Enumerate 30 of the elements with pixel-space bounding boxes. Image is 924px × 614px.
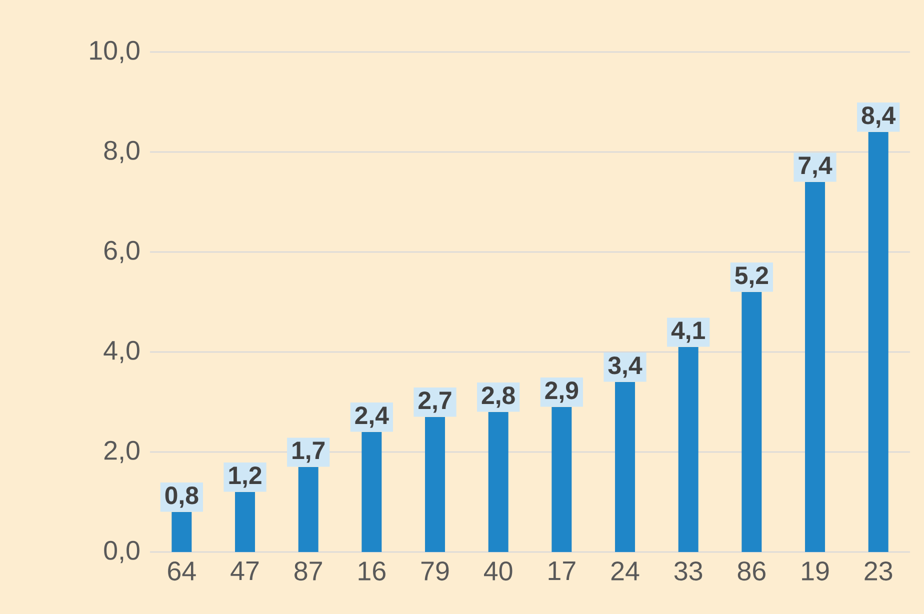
x-tick-label: 64 <box>168 562 196 581</box>
data-label: 2,4 <box>355 406 389 428</box>
data-label: 3,4 <box>608 356 642 378</box>
x-tick-label: 19 <box>802 562 829 581</box>
data-label: 2,8 <box>482 386 515 408</box>
data-label: 5,2 <box>735 266 768 288</box>
x-tick-label: 86 <box>738 562 766 581</box>
x-tick-label: 79 <box>421 562 449 581</box>
data-label: 4,1 <box>671 322 705 343</box>
x-tick-label: 40 <box>484 562 512 581</box>
x-tick-label: 23 <box>864 562 892 581</box>
y-tick-label: 2,0 <box>104 440 140 464</box>
x-tick-label: 17 <box>548 562 576 580</box>
data-label: 8,4 <box>862 106 896 128</box>
data-label: 1,7 <box>292 442 325 463</box>
x-tick-label: 16 <box>358 562 386 581</box>
y-tick-label: 10,0 <box>90 40 140 64</box>
data-label: 0,8 <box>165 486 198 508</box>
data-label: 1,2 <box>229 466 262 488</box>
x-tick-label: 47 <box>230 562 259 580</box>
y-tick-label: 8,0 <box>104 140 140 164</box>
x-tick-label: 24 <box>611 562 640 580</box>
data-label: 7,4 <box>798 156 832 178</box>
y-tick-label: 6,0 <box>104 240 140 264</box>
data-label: 2,7 <box>418 392 452 413</box>
y-tick-label: 4,0 <box>104 340 140 364</box>
data-label: 2,9 <box>545 382 578 403</box>
x-tick-label: 87 <box>294 562 322 581</box>
y-tick-label: 0,0 <box>104 540 140 564</box>
x-tick-label: 33 <box>674 562 702 581</box>
